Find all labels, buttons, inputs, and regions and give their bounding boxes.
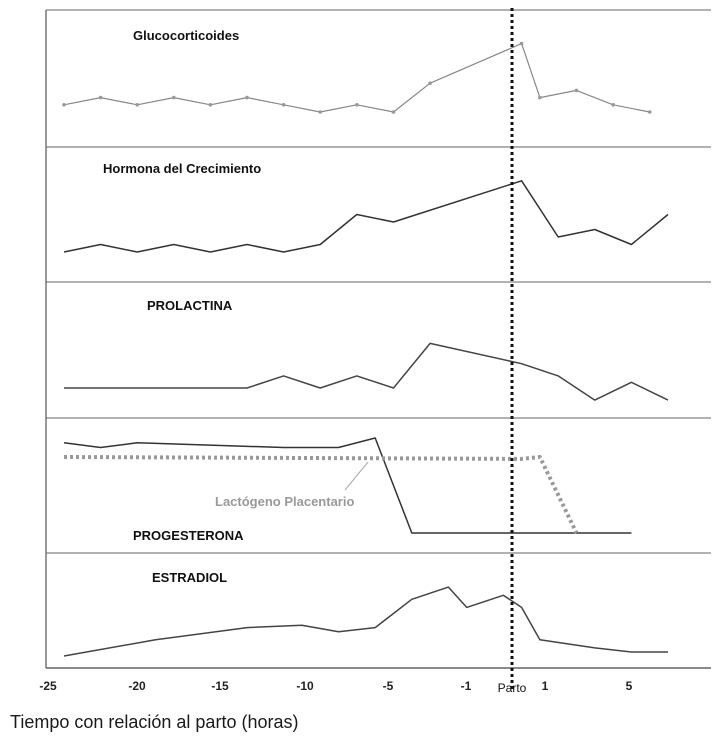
series-label-leader bbox=[344, 461, 369, 491]
x-axis: -25 -20 -15 -10 -5 -1 1 5 bbox=[39, 679, 632, 693]
x-axis-label: Tiempo con relación al parto (horas) bbox=[10, 712, 299, 732]
series-line-panel-4 bbox=[63, 437, 632, 534]
series-line-panel-2 bbox=[63, 180, 669, 253]
x-tick-label: 5 bbox=[626, 679, 633, 693]
panel-titles: Glucocorticoides Hormona del Crecimiento P… bbox=[103, 28, 369, 585]
series-line-panel-4-dotted bbox=[63, 455, 579, 534]
series-label-lactogeno: Lactógeno Placentario bbox=[215, 494, 354, 509]
panel-title-2: Hormona del Crecimiento bbox=[103, 161, 261, 176]
data-point bbox=[355, 103, 359, 107]
x-tick-label: 1 bbox=[542, 679, 549, 693]
panel-title-3: PROLACTINA bbox=[147, 298, 233, 313]
data-point bbox=[98, 95, 103, 100]
data-point bbox=[428, 81, 432, 85]
series-layer bbox=[62, 41, 669, 657]
x-tick-label: -10 bbox=[296, 679, 314, 693]
data-point bbox=[647, 110, 652, 114]
panel-title-5: ESTRADIOL bbox=[152, 570, 227, 585]
panel-frames bbox=[45, 9, 711, 669]
data-point bbox=[574, 88, 579, 93]
x-tick-label: -5 bbox=[383, 679, 394, 693]
data-point bbox=[281, 103, 286, 107]
x-tick-label: -25 bbox=[39, 679, 57, 693]
data-point bbox=[135, 103, 140, 107]
data-point bbox=[245, 95, 249, 100]
data-point bbox=[611, 103, 615, 107]
panel-title-1: Glucocorticoides bbox=[133, 28, 239, 43]
x-tick-label: -15 bbox=[211, 679, 229, 693]
data-point bbox=[172, 95, 176, 100]
data-point bbox=[208, 103, 213, 107]
data-point bbox=[391, 110, 396, 114]
data-point bbox=[318, 110, 323, 114]
series-line-panel-1 bbox=[63, 42, 650, 113]
parto-marker: Parto bbox=[498, 8, 527, 695]
data-point bbox=[519, 41, 524, 46]
x-tick-label: -20 bbox=[128, 679, 146, 693]
data-point bbox=[62, 103, 66, 107]
parto-label: Parto bbox=[498, 681, 527, 695]
data-point bbox=[538, 95, 542, 100]
series-line-panel-3 bbox=[64, 342, 669, 401]
series-line-panel-5 bbox=[63, 586, 668, 657]
panel-title-4: PROGESTERONA bbox=[133, 528, 244, 543]
x-tick-label: -1 bbox=[461, 679, 472, 693]
